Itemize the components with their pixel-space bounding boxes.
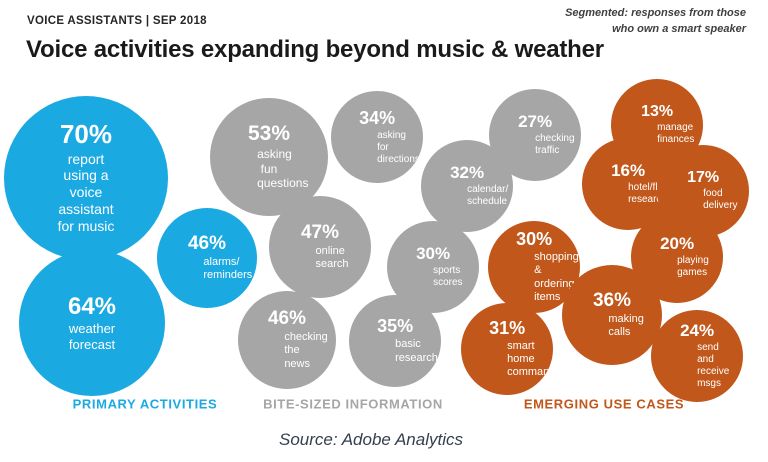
bubble-34%: 34% asking for directions	[331, 91, 424, 184]
bubble-value: 27%	[518, 112, 553, 132]
bubble-53%: 53% asking fun questions	[210, 98, 328, 216]
bubble-value: 20%	[660, 234, 695, 254]
bubble-31%: 31% smart home commands	[461, 303, 561, 396]
bubble-36%: 36% making calls	[562, 265, 662, 365]
bubble-value: 32%	[450, 163, 485, 183]
bubble-35%: 35% basic research	[349, 295, 442, 388]
bubble-20%: 20% playing games	[631, 211, 724, 304]
report-kicker: VOICE ASSISTANTS | SEP 2018	[27, 15, 207, 27]
page-title: Voice activities expanding beyond music …	[26, 36, 604, 63]
bubble-value: 64%	[67, 292, 117, 320]
bubble-32%: 32% calendar/ schedule	[421, 140, 514, 233]
bubble-64%: 64% weather forecast	[19, 250, 165, 396]
segment-note: Segmented: responses from those who own …	[565, 6, 746, 38]
source-credit: Source: Adobe Analytics	[279, 430, 463, 449]
bubble-value: 47%	[300, 221, 340, 243]
bubble-value: 46%	[187, 232, 227, 254]
bubble-value: 31%	[489, 317, 526, 338]
bubble-label: weather forecast	[68, 321, 116, 352]
bubble-label: making calls	[608, 312, 644, 338]
bubble-value: 13%	[641, 102, 674, 120]
bubble-value: 16%	[611, 161, 646, 181]
bubble-value: 53%	[247, 122, 291, 146]
bubble-46%: 46% alarms/ reminders	[157, 208, 257, 308]
bubble-label: online search	[315, 244, 349, 270]
bubble-value: 30%	[416, 244, 451, 264]
group-label: BITE-SIZED INFORMATION	[263, 396, 443, 412]
bubble-value: 30%	[516, 229, 553, 250]
bubble-value: 24%	[680, 321, 715, 341]
bubble-70%: 70% report using a voice assistant for mu…	[4, 96, 168, 260]
group-label: PRIMARY ACTIVITIES	[72, 396, 218, 412]
bubble-value: 35%	[377, 316, 414, 337]
bubble-label: checking the news	[284, 331, 328, 370]
bubble-value: 70%	[59, 119, 113, 150]
bubble-value: 36%	[592, 289, 632, 311]
bubble-47%: 47% online search	[269, 196, 371, 298]
bubble-30%: 30% sports scores	[387, 221, 480, 314]
bubble-label: asking fun questions	[257, 147, 309, 191]
bubble-value: 34%	[359, 107, 396, 128]
bubble-label: alarms/ reminders	[203, 255, 253, 281]
bubble-label: report using a voice assistant for music	[57, 150, 115, 234]
group-label: EMERGING USE CASES	[523, 396, 685, 412]
bubble-46%: 46% checking the news	[238, 291, 336, 389]
bubble-value: 17%	[687, 168, 720, 186]
bubble-24%: 24% send and receive msgs	[651, 310, 744, 403]
segment-note-line1: Segmented: responses from those	[565, 7, 746, 19]
bubble-value: 46%	[267, 308, 307, 330]
segment-note-line2: who own a smart speaker	[612, 22, 746, 35]
